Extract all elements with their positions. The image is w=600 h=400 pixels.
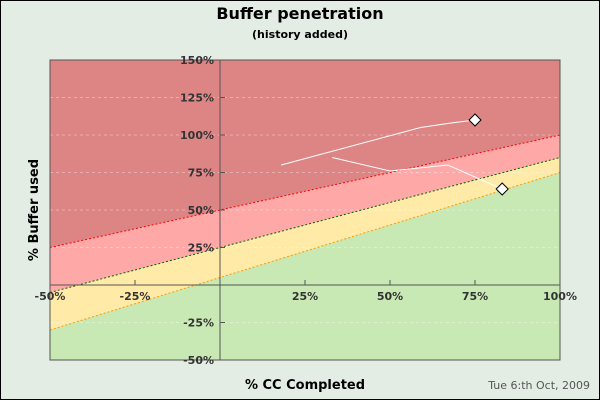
y-tick-label: 25% <box>188 242 214 255</box>
y-tick-label: 150% <box>180 54 214 67</box>
x-tick-label: 100% <box>543 290 577 303</box>
zone-boundary-red <box>49 134 561 248</box>
x-tick-label: -50% <box>35 290 66 303</box>
y-axis-label: % Buffer used <box>27 159 42 261</box>
plot-border <box>49 59 561 361</box>
zone-red <box>50 60 560 248</box>
history-line <box>332 157 503 190</box>
x-tick-label: 75% <box>462 290 488 303</box>
x-tick-label: 50% <box>377 290 403 303</box>
footer-date: Tue 6:th Oct, 2009 <box>487 379 590 392</box>
y-tick-label: -25% <box>183 317 214 330</box>
y-tick-label: -50% <box>183 354 214 367</box>
zone-boundary-yellow <box>49 172 561 331</box>
x-tick-label: 25% <box>292 290 318 303</box>
y-tick-label: 75% <box>188 167 214 180</box>
y-tick-label: 125% <box>180 92 214 105</box>
chart-title: Buffer penetration <box>216 4 383 23</box>
current-point-diamond <box>468 113 482 127</box>
history-line <box>281 119 476 166</box>
chart-subtitle: (history added) <box>252 28 348 41</box>
x-axis-label: % CC Completed <box>245 378 365 393</box>
y-tick-label: 100% <box>180 129 214 142</box>
y-tick-label: 50% <box>188 204 214 217</box>
x-tick-label: -25% <box>120 290 151 303</box>
current-point-diamond <box>495 182 509 196</box>
